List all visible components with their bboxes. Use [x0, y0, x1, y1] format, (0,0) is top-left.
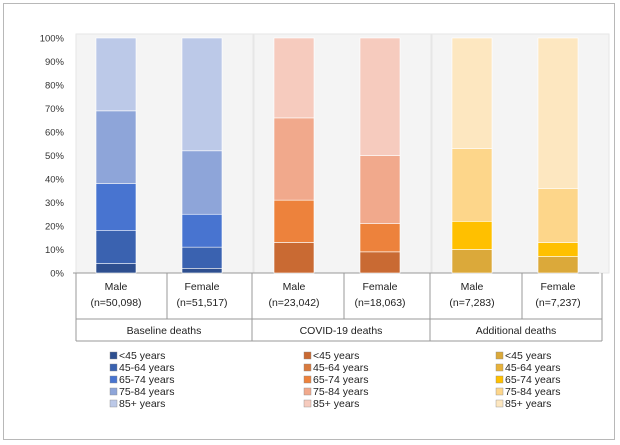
legend-label: 85+ years	[119, 398, 165, 410]
legend-swatch	[495, 375, 504, 384]
group-label: Baseline deaths	[127, 325, 202, 337]
y-tick-label: 30%	[45, 198, 65, 209]
bar-segment	[95, 110, 137, 184]
bar-segment	[451, 148, 493, 222]
bar-segment	[95, 183, 137, 231]
legend-swatch	[109, 375, 118, 384]
legend-label: 45-64 years	[313, 362, 368, 374]
bar-segment	[95, 37, 137, 112]
legend-label: <45 years	[119, 350, 165, 362]
legend-label: 75-84 years	[119, 386, 174, 398]
legend-swatch	[303, 399, 312, 408]
bar-segment	[537, 242, 579, 257]
category-sublabel: (n=23,042)	[268, 297, 319, 309]
legend-swatch	[303, 375, 312, 384]
group-label: Additional deaths	[476, 325, 557, 337]
bar-segment	[537, 37, 579, 189]
category-label: Male	[461, 281, 484, 293]
legend-label: 45-64 years	[505, 362, 560, 374]
category-label: Male	[283, 281, 306, 293]
legend-swatch	[495, 399, 504, 408]
legend-swatch	[303, 351, 312, 360]
legend-label: <45 years	[505, 350, 551, 362]
legend-swatch	[109, 399, 118, 408]
legend-swatch	[303, 387, 312, 396]
legend-swatch	[495, 387, 504, 396]
bar-segment	[273, 199, 315, 243]
group-label: COVID-19 deaths	[300, 325, 383, 337]
legend-label: 75-84 years	[505, 386, 560, 398]
bar-segment	[359, 223, 401, 253]
legend-label: <45 years	[313, 350, 359, 362]
bar-segment	[181, 150, 223, 215]
y-tick-label: 90%	[45, 57, 65, 68]
bar-segment	[181, 37, 223, 152]
bar-segment	[273, 37, 315, 119]
legend-swatch	[109, 363, 118, 372]
legend-label: 85+ years	[313, 398, 359, 410]
category-sublabel: (n=51,517)	[176, 297, 227, 309]
y-tick-label: 50%	[45, 151, 65, 162]
y-tick-label: 100%	[40, 34, 65, 45]
category-sublabel: (n=7,283)	[449, 297, 494, 309]
y-tick-label: 60%	[45, 128, 65, 139]
bar-segment	[181, 213, 223, 248]
legend-label: 45-64 years	[119, 362, 174, 374]
category-sublabel: (n=7,237)	[535, 297, 580, 309]
bar-segment	[273, 117, 315, 201]
legend-swatch	[109, 387, 118, 396]
legend-swatch	[109, 351, 118, 360]
category-sublabel: (n=50,098)	[90, 297, 141, 309]
legend-swatch	[495, 363, 504, 372]
bar-segment	[359, 251, 401, 274]
bar-segment	[95, 263, 137, 274]
bar-segment	[537, 188, 579, 243]
y-tick-label: 80%	[45, 81, 65, 92]
legend-swatch	[495, 351, 504, 360]
stacked-bar-chart: 0% 10% 20% 30% 40% 50% 60% 70% 80% 90% 100% Male (n=…	[40, 33, 610, 410]
category-label: Female	[362, 281, 397, 293]
bar-segment	[359, 155, 401, 224]
category-label: Female	[184, 281, 219, 293]
category-label: Female	[540, 281, 575, 293]
bar-segment	[273, 242, 315, 274]
bar-segment	[451, 221, 493, 250]
legend-label: 85+ years	[505, 398, 551, 410]
legend-label: 65-74 years	[505, 374, 560, 386]
chart-frame: 0% 10% 20% 30% 40% 50% 60% 70% 80% 90% 100% Male (n=…	[3, 3, 615, 440]
y-tick-label: 10%	[45, 245, 65, 256]
bar-segment	[181, 246, 223, 269]
legend-swatch	[303, 363, 312, 372]
legend-label: 65-74 years	[119, 374, 174, 386]
bar-segment	[95, 230, 137, 264]
bar-segment	[181, 267, 223, 274]
y-tick-label: 70%	[45, 104, 65, 115]
y-tick-label: 20%	[45, 222, 65, 233]
bar-segment	[537, 256, 579, 274]
category-sublabel: (n=18,063)	[354, 297, 405, 309]
y-tick-label: 40%	[45, 175, 65, 186]
category-label: Male	[105, 281, 128, 293]
legend-label: 65-74 years	[313, 374, 368, 386]
legend-label: 75-84 years	[313, 386, 368, 398]
bar-segment	[451, 249, 493, 274]
y-tick-label: 0%	[50, 269, 64, 280]
bar-segment	[359, 37, 401, 156]
bar-segment	[451, 37, 493, 149]
